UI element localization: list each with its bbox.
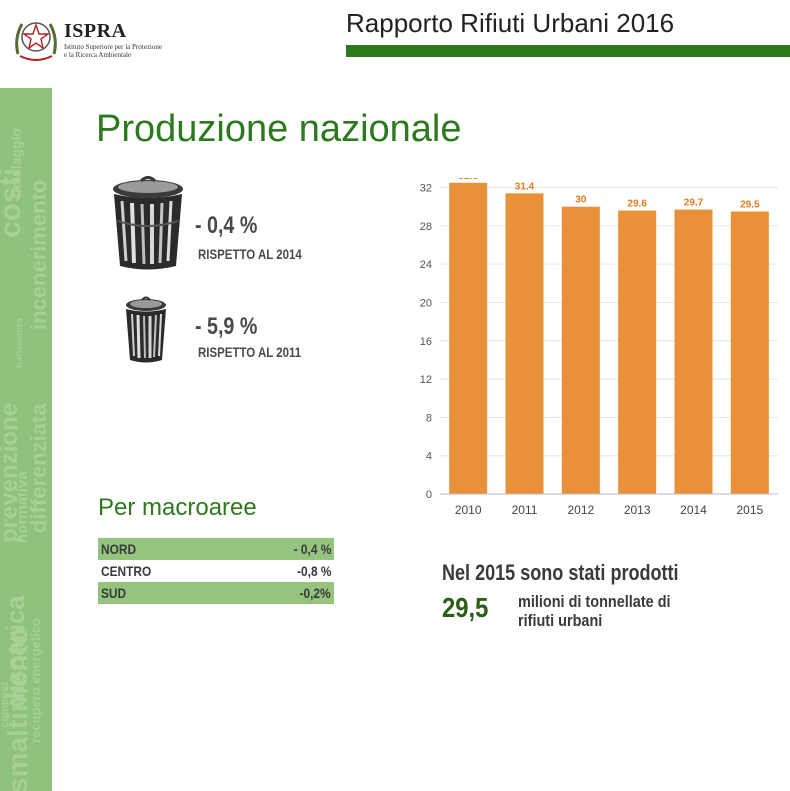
sidebar-word: differenziata xyxy=(26,403,51,533)
main-title: Produzione nazionale xyxy=(96,108,462,150)
bar xyxy=(561,206,600,494)
x-tick-label: 2011 xyxy=(512,503,538,517)
y-tick-label: 28 xyxy=(420,221,432,233)
summary-unit: milioni di tonnellate di rifiuti urbani xyxy=(518,592,714,630)
x-tick-label: 2015 xyxy=(736,503,763,517)
bar-value-label: 31.4 xyxy=(515,181,535,192)
y-tick-label: 4 xyxy=(426,451,432,463)
org-subtitle: Istituto Superiore per la Protezione e l… xyxy=(64,43,184,59)
macroaree-table: NORD - 0,4 % CENTRO -0,8 % SUD -0,2% xyxy=(98,538,334,604)
ispra-emblem xyxy=(12,14,60,64)
bar-value-label: 29.5 xyxy=(740,200,760,211)
value-cell: -0,8 % xyxy=(296,563,331,579)
y-tick-label: 32 xyxy=(420,183,432,195)
value-cell: -0,2% xyxy=(299,585,331,601)
table-row: CENTRO -0,8 % xyxy=(98,560,334,582)
bar xyxy=(730,211,769,495)
bar-value-label: 29.6 xyxy=(627,199,647,210)
table-row: NORD - 0,4 % xyxy=(98,538,334,560)
bar xyxy=(674,209,713,494)
sidebar-word: incenerimento xyxy=(26,179,51,330)
production-bar-chart: 0 4 8 12 16 20 24 28 32 32.5 2010 31.4 2011 30 2012 29.… xyxy=(420,178,778,517)
trash-bin-icon xyxy=(108,176,188,276)
stat-percent-2011: - 5,9 % xyxy=(195,313,258,340)
stat-reference-2014: RISPETTO AL 2014 xyxy=(198,246,302,262)
x-tick-label: 2014 xyxy=(680,503,707,517)
x-tick-label: 2010 xyxy=(455,503,482,517)
area-cell: CENTRO xyxy=(101,563,152,579)
y-tick-label: 20 xyxy=(420,297,432,309)
bar-value-label: 29.7 xyxy=(684,198,704,209)
area-cell: NORD xyxy=(101,541,137,557)
sidebar-word-cloud: smaltimento discarica prevenzione costi … xyxy=(0,88,52,791)
org-subtitle-line-1: Istituto Superiore per la Protezione xyxy=(64,43,162,51)
summary-unit-line-2: rifiuti urbani xyxy=(518,611,603,630)
x-tick-label: 2012 xyxy=(567,503,594,517)
y-tick-label: 8 xyxy=(426,412,432,424)
report-title: Rapporto Rifiuti Urbani 2016 xyxy=(346,8,675,38)
y-tick-label: 0 xyxy=(426,489,432,501)
value-cell: - 0,4 % xyxy=(293,541,331,557)
table-row: SUD -0,2% xyxy=(98,582,334,604)
sidebar-word: trattamento xyxy=(14,318,24,368)
y-tick-label: 24 xyxy=(420,259,432,271)
summary-headline: Nel 2015 sono stati prodotti xyxy=(442,560,679,585)
stat-reference-2011: RISPETTO AL 2011 xyxy=(198,344,302,360)
y-tick-label: 16 xyxy=(420,336,432,348)
org-name: ISPRA xyxy=(64,20,127,42)
sidebar-word: riciclaggio xyxy=(8,127,24,198)
macroaree-title: Per macroaree xyxy=(98,494,257,521)
bar xyxy=(449,182,488,494)
summary-value: 29,5 xyxy=(442,592,489,623)
org-subtitle-line-2: e la Ricerca Ambientale xyxy=(64,51,132,59)
summary-unit-line-1: milioni di tonnellate di xyxy=(518,592,671,611)
bar-value-label: 30 xyxy=(575,195,587,206)
trash-bin-icon xyxy=(123,296,169,369)
stat-percent-2014: - 0,4 % xyxy=(195,212,258,239)
sidebar-word: compost xyxy=(0,682,11,728)
bar-value-label: 32.5 xyxy=(458,178,478,182)
area-cell: SUD xyxy=(101,585,127,601)
header-bar xyxy=(346,45,790,57)
bar xyxy=(618,210,657,495)
sidebar-word: recupero energetico xyxy=(28,618,43,743)
y-tick-label: 12 xyxy=(420,374,432,386)
bar xyxy=(505,193,544,494)
x-tick-label: 2013 xyxy=(624,503,651,517)
